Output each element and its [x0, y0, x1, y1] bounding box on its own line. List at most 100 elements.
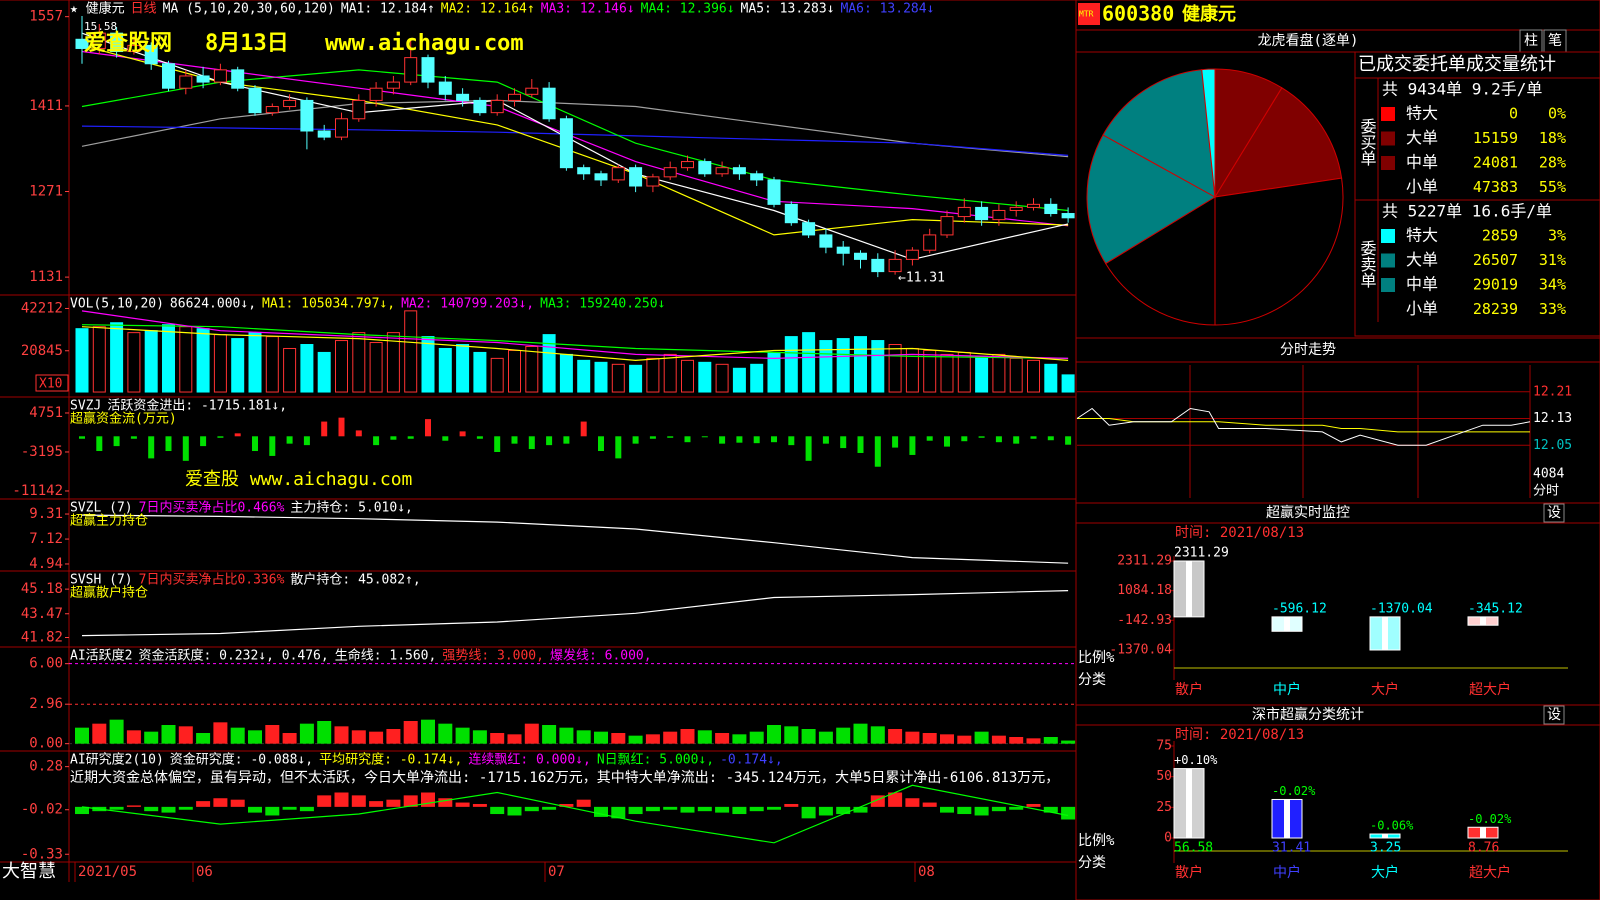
activity-bar	[299, 723, 314, 744]
candle-body	[352, 99, 366, 120]
y-tick-label: -0.33	[21, 846, 63, 862]
volume-bar	[715, 363, 729, 393]
volume-bar	[144, 330, 158, 393]
candle-body	[767, 179, 781, 205]
flow-bar	[1065, 436, 1072, 445]
volume-bar	[836, 338, 850, 393]
flow-bar	[944, 436, 950, 447]
panel-header: 生命线: 1.560,	[335, 648, 437, 664]
activity-bar	[697, 730, 712, 744]
research-bar	[1043, 806, 1058, 813]
y-tick-label: 1411	[29, 98, 63, 114]
activity-bar	[144, 731, 159, 744]
activity-bar	[75, 727, 89, 744]
legend-swatch	[1381, 180, 1395, 195]
button[interactable]: 柱	[1524, 33, 1538, 49]
volume-bar	[923, 349, 937, 393]
activity-bar	[507, 734, 522, 744]
panel-header: MA4: 12.396↓	[641, 2, 735, 17]
watermark: www.aichagu.com	[325, 31, 524, 56]
candle-body	[698, 161, 712, 175]
indicator-line	[81, 324, 1069, 359]
indicator-line	[81, 590, 1069, 637]
candle-body	[456, 93, 470, 101]
indicator-line	[81, 326, 1069, 362]
candle-body	[836, 246, 850, 254]
legend-swatch	[1381, 107, 1395, 121]
activity-bar	[680, 729, 695, 744]
section-title: 超赢实时监控	[1266, 504, 1350, 521]
research-bar	[455, 802, 470, 807]
activity-bar	[403, 721, 418, 744]
panel-header: 散户持仓: 45.082↑,	[290, 572, 420, 588]
x-tick-label: 2021/05	[78, 864, 137, 880]
button-box[interactable]	[1543, 503, 1565, 523]
change-label: -0.02%	[1468, 812, 1512, 826]
research-bar	[213, 798, 228, 807]
button[interactable]: 设	[1547, 707, 1561, 723]
bar-stripe	[1284, 799, 1290, 838]
row-pct: 3%	[1548, 227, 1566, 245]
activity-bar	[715, 733, 730, 744]
research-bar	[126, 805, 141, 807]
research-bar	[421, 792, 435, 807]
panel-header: 主力持仓: 5.010↓,	[290, 501, 412, 516]
button-box[interactable]	[1543, 705, 1565, 725]
panel-header: 强势线: 3.000,	[442, 648, 544, 664]
candle-body	[1061, 213, 1075, 219]
flow-bar	[598, 436, 604, 452]
button[interactable]: 设	[1547, 505, 1561, 521]
row-label: 小单	[1406, 177, 1438, 196]
volume-bar	[871, 340, 885, 393]
candle-body	[732, 167, 746, 175]
row-label: 大单	[1406, 128, 1438, 147]
research-bar	[663, 806, 678, 810]
y-tick-label: 1084.18	[1117, 583, 1172, 598]
bar-value-label: 2311.29	[1174, 546, 1229, 561]
flow-bar	[96, 436, 103, 452]
volume-bar	[317, 351, 331, 393]
row-label: 中单	[1406, 153, 1438, 172]
research-bar	[282, 806, 297, 810]
legend-swatch	[1381, 302, 1395, 317]
volume-bar	[508, 349, 521, 393]
candle-body	[508, 93, 521, 101]
research-bar	[265, 806, 280, 816]
volume-bar	[1009, 357, 1023, 393]
panel-header: 7日内买卖净占比0.336%	[139, 572, 285, 588]
candle-body	[75, 38, 89, 49]
section-title: 深市超赢分类统计	[1252, 706, 1364, 723]
high-note: 15.58	[84, 20, 117, 33]
volume-bar	[681, 359, 694, 393]
flow-bar	[874, 436, 881, 467]
panel-subtitle: 超赢主力持仓	[70, 513, 148, 529]
candle-body	[335, 118, 348, 138]
row-label: 大单	[1406, 250, 1438, 269]
flow-bar	[511, 436, 518, 444]
y-tick-label: 12.05	[1533, 438, 1572, 453]
y-tick-label: 25	[1156, 800, 1172, 815]
time-label: 时间: 2021/08/13	[1175, 525, 1304, 541]
research-bar	[490, 806, 505, 815]
flow-bar	[476, 436, 483, 439]
panel-header: 资金研究度: -0.088↓,	[170, 752, 313, 768]
row-value: 24081	[1473, 154, 1518, 172]
button[interactable]: 笔	[1548, 33, 1562, 49]
activity-bar	[178, 726, 193, 744]
pie-slice	[1201, 68, 1216, 198]
candle-body	[871, 258, 885, 273]
volume-bar	[127, 332, 141, 393]
activity-bar	[905, 731, 920, 744]
flow-bar	[649, 436, 656, 439]
row-value: 47383	[1473, 178, 1518, 196]
pie-slice	[1214, 87, 1343, 198]
candle-body	[854, 252, 867, 260]
row-pct: 31%	[1539, 251, 1566, 269]
volume-bar	[456, 344, 470, 393]
flow-bar	[719, 436, 726, 444]
stock-name: 健康元	[1182, 3, 1236, 25]
volume-bar	[957, 351, 971, 393]
activity-bar	[126, 730, 141, 744]
flow-bar	[822, 436, 829, 444]
